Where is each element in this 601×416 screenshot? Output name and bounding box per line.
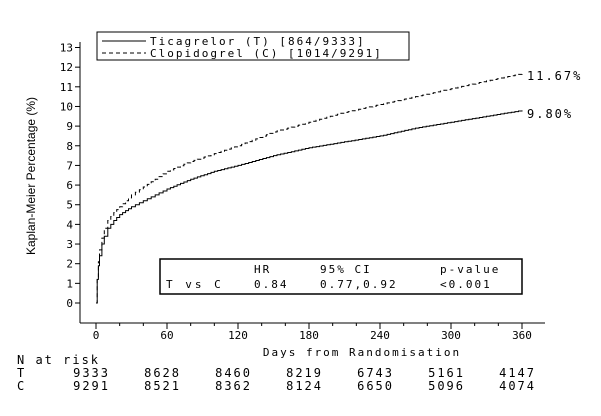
y-tick-label: 9 [66, 120, 73, 133]
stats-table: HR 95% CI p-value T vs C 0.84 0.77,0.92 … [159, 258, 523, 295]
at-risk-value: 5096 [428, 379, 465, 393]
x-tick-label: 120 [228, 329, 248, 342]
at-risk-value: 8521 [144, 379, 181, 393]
at-risk-value: 8219 [286, 366, 323, 380]
x-tick-label: 300 [441, 329, 461, 342]
y-tick-label: 1 [66, 277, 73, 290]
at-risk-value: 6650 [357, 379, 394, 393]
y-tick-label: 2 [66, 258, 73, 271]
at-risk-value: 9333 [73, 366, 110, 380]
legend-label-ticagrelor: Ticagrelor (T) [864/9333] [150, 35, 366, 48]
at-risk-value: 4074 [499, 379, 536, 393]
at-risk-value: 8628 [144, 366, 181, 380]
x-tick-label: 60 [160, 329, 173, 342]
series-layer [96, 73, 523, 304]
at-risk-title: N at risk [17, 353, 100, 367]
at-risk-value: 6743 [357, 366, 394, 380]
stats-table-box [159, 258, 523, 295]
stats-header-p: p-value [440, 263, 500, 276]
series-line-ticagrelor [96, 110, 523, 304]
stats-row-label: T vs C [166, 278, 224, 291]
x-tick-label: 360 [512, 329, 532, 342]
y-tick-label: 0 [66, 297, 73, 310]
y-tick-label: 5 [66, 199, 73, 212]
y-axis-label: Kaplan-Meier Percentage (%) [24, 97, 38, 255]
y-tick-label: 7 [66, 159, 73, 172]
y-tick-label: 3 [66, 238, 73, 251]
at-risk-row-label: C [17, 379, 24, 393]
legend-label-clopidogrel: Clopidogrel (C) [1014/9291] [150, 47, 383, 60]
x-axis-label: Days from Randomisation [263, 346, 461, 359]
at-risk-value: 5161 [428, 366, 465, 380]
y-tick-label: 8 [66, 140, 73, 153]
series-line-clopidogrel [96, 73, 523, 304]
stats-header-hr: HR [254, 263, 271, 276]
stats-row-hr: 0.84 [254, 278, 289, 291]
stats-row-p: <0.001 [440, 278, 492, 291]
legend-box [96, 31, 410, 61]
x-tick-label: 180 [299, 329, 319, 342]
at-risk-rows: T 9333 8628 8460 8219 6743 5161 4147 C 9291 8521 83… [17, 366, 536, 393]
y-tick-label: 13 [60, 42, 73, 55]
x-tick-label: 240 [370, 329, 390, 342]
stats-header-ci: 95% CI [320, 263, 372, 276]
at-risk-table: N at risk T 9333 8628 8460 8219 6743 5161 4147 C… [17, 353, 536, 393]
at-risk-value: 4147 [499, 366, 536, 380]
at-risk-value: 8460 [215, 366, 252, 380]
at-risk-row-label: T [17, 366, 24, 380]
y-tick-label: 12 [60, 61, 73, 74]
y-tick-label: 10 [60, 100, 73, 113]
y-tick-label: 4 [66, 218, 73, 231]
end-label-clopidogrel: 11.67% [527, 69, 582, 83]
y-tick-label: 11 [60, 81, 73, 94]
stats-row-ci: 0.77,0.92 [320, 278, 398, 291]
at-risk-value: 8124 [286, 379, 323, 393]
at-risk-value: 8362 [215, 379, 252, 393]
at-risk-value: 9291 [73, 379, 110, 393]
end-label-ticagrelor: 9.80% [527, 107, 573, 121]
legend: Ticagrelor (T) [864/9333] Clopidogrel (C… [96, 31, 410, 61]
x-tick-label: 0 [93, 329, 100, 342]
y-tick-label: 6 [66, 179, 73, 192]
